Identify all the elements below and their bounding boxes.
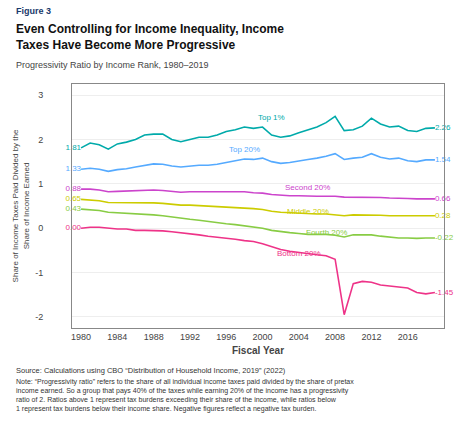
svg-text:1.33: 1.33: [65, 164, 81, 173]
svg-text:Top 20%: Top 20%: [229, 145, 260, 154]
svg-text:Second 20%: Second 20%: [285, 183, 330, 192]
svg-text:0.65: 0.65: [65, 194, 81, 203]
svg-text:1992: 1992: [180, 332, 200, 342]
svg-text:2008: 2008: [325, 332, 345, 342]
svg-text:-0.22: -0.22: [435, 233, 454, 242]
svg-text:0.43: 0.43: [65, 204, 81, 213]
svg-text:Figure 3: Figure 3: [16, 6, 51, 16]
svg-text:1996: 1996: [216, 332, 236, 342]
svg-text:-1: -1: [35, 268, 43, 278]
svg-text:1.54: 1.54: [435, 155, 451, 164]
svg-text:Top 1%: Top 1%: [258, 113, 285, 122]
svg-text:Progressivity Ratio by Income: Progressivity Ratio by Income Rank, 1980…: [16, 60, 209, 70]
svg-text:Source: Calculations using CBO: Source: Calculations using CBO “Distribu…: [16, 366, 286, 375]
svg-text:2: 2: [38, 135, 43, 145]
svg-text:-1.45: -1.45: [435, 288, 454, 297]
svg-text:Fourth 20%: Fourth 20%: [306, 228, 347, 237]
svg-text:2012: 2012: [361, 332, 381, 342]
svg-text:0.66: 0.66: [435, 194, 451, 203]
svg-text:2004: 2004: [289, 332, 309, 342]
svg-text:0.88: 0.88: [65, 184, 81, 193]
svg-text:3: 3: [38, 90, 43, 100]
svg-text:1.81: 1.81: [65, 143, 81, 152]
svg-text:1988: 1988: [144, 332, 164, 342]
svg-text:0.28: 0.28: [435, 211, 451, 220]
svg-text:0: 0: [38, 223, 43, 233]
svg-text:Share of Income Taxes Paid Div: Share of Income Taxes Paid Divided by th…: [11, 129, 30, 282]
svg-text:Note: “Progressivity ratio” re: Note: “Progressivity ratio” refers to th…: [16, 378, 354, 413]
svg-text:1980: 1980: [71, 332, 91, 342]
svg-text:2000: 2000: [253, 332, 273, 342]
svg-text:0.00: 0.00: [65, 223, 81, 232]
svg-text:Even Controlling for Income In: Even Controlling for Income Inequality, …: [16, 22, 284, 52]
svg-text:Middle 20%: Middle 20%: [287, 207, 329, 216]
svg-text:Bottom 20%: Bottom 20%: [277, 249, 321, 258]
svg-text:1: 1: [38, 179, 43, 189]
svg-text:1984: 1984: [107, 332, 127, 342]
svg-text:2.26: 2.26: [435, 123, 451, 132]
svg-text:-2: -2: [35, 312, 43, 322]
svg-text:Fiscal Year: Fiscal Year: [232, 345, 284, 356]
svg-text:2016: 2016: [398, 332, 418, 342]
